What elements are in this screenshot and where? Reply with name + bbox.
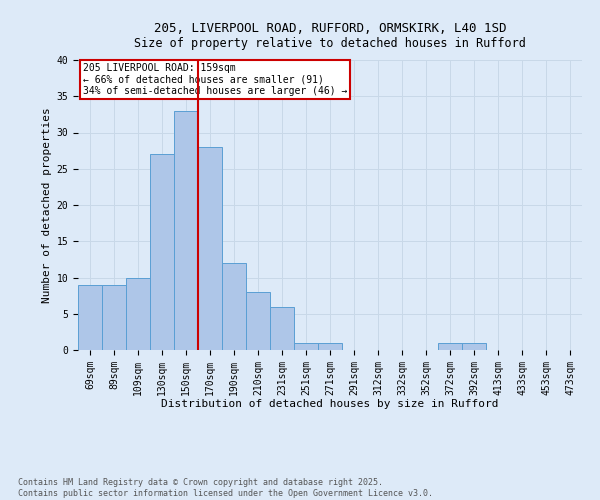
Bar [318, 343, 342, 350]
Bar [462, 343, 486, 350]
Bar [198, 147, 222, 350]
Text: 205 LIVERPOOL ROAD: 159sqm
← 66% of detached houses are smaller (91)
34% of semi: 205 LIVERPOOL ROAD: 159sqm ← 66% of deta… [83, 63, 347, 96]
X-axis label: Distribution of detached houses by size in Rufford: Distribution of detached houses by size … [161, 399, 499, 409]
Bar [222, 263, 246, 350]
Text: Size of property relative to detached houses in Rufford: Size of property relative to detached ho… [134, 38, 526, 51]
Bar [78, 285, 102, 350]
Bar [246, 292, 270, 350]
Bar [102, 285, 126, 350]
Bar [270, 306, 294, 350]
Y-axis label: Number of detached properties: Number of detached properties [43, 107, 52, 303]
Text: Contains HM Land Registry data © Crown copyright and database right 2025.
Contai: Contains HM Land Registry data © Crown c… [18, 478, 433, 498]
Text: 205, LIVERPOOL ROAD, RUFFORD, ORMSKIRK, L40 1SD: 205, LIVERPOOL ROAD, RUFFORD, ORMSKIRK, … [154, 22, 506, 36]
Bar [174, 111, 198, 350]
Bar [438, 343, 462, 350]
Bar [150, 154, 174, 350]
Bar [126, 278, 150, 350]
Bar [294, 343, 318, 350]
